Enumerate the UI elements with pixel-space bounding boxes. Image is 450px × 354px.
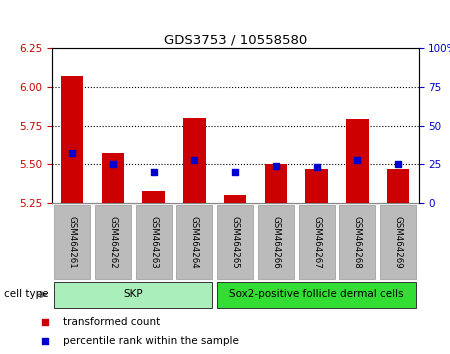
Bar bbox=[346, 119, 369, 203]
Bar bbox=[136, 205, 171, 279]
Bar bbox=[380, 205, 416, 279]
Bar bbox=[387, 169, 410, 203]
Text: GSM464266: GSM464266 bbox=[271, 216, 280, 268]
Text: GSM464269: GSM464269 bbox=[394, 216, 403, 268]
Point bbox=[68, 150, 76, 156]
Bar bbox=[176, 205, 212, 279]
Point bbox=[272, 163, 279, 169]
Bar bbox=[217, 282, 416, 308]
Text: GSM464263: GSM464263 bbox=[149, 216, 158, 268]
Point bbox=[41, 338, 49, 344]
Point bbox=[191, 157, 198, 162]
Bar bbox=[102, 153, 124, 203]
Text: transformed count: transformed count bbox=[63, 316, 160, 327]
Bar bbox=[54, 282, 212, 308]
Bar bbox=[299, 205, 334, 279]
Bar bbox=[183, 118, 206, 203]
Point bbox=[313, 165, 320, 170]
Point bbox=[41, 319, 49, 324]
Bar bbox=[217, 205, 253, 279]
Point bbox=[354, 157, 361, 162]
Bar bbox=[339, 205, 375, 279]
Bar bbox=[265, 164, 287, 203]
Bar bbox=[95, 205, 131, 279]
Text: Sox2-positive follicle dermal cells: Sox2-positive follicle dermal cells bbox=[230, 290, 404, 299]
Point bbox=[109, 161, 117, 167]
Text: cell type: cell type bbox=[4, 290, 49, 299]
Bar bbox=[306, 169, 328, 203]
Text: GSM464261: GSM464261 bbox=[68, 216, 76, 268]
Text: GSM464262: GSM464262 bbox=[108, 216, 117, 268]
Text: GSM464264: GSM464264 bbox=[190, 216, 199, 268]
Title: GDS3753 / 10558580: GDS3753 / 10558580 bbox=[163, 34, 307, 47]
Point bbox=[150, 169, 157, 175]
Bar bbox=[142, 190, 165, 203]
Text: GSM464268: GSM464268 bbox=[353, 216, 362, 268]
Bar bbox=[54, 205, 90, 279]
Bar bbox=[61, 76, 83, 203]
Text: SKP: SKP bbox=[123, 290, 143, 299]
Bar bbox=[258, 205, 294, 279]
Point bbox=[231, 169, 239, 175]
Text: GSM464265: GSM464265 bbox=[230, 216, 239, 268]
Bar bbox=[224, 195, 246, 203]
Text: percentile rank within the sample: percentile rank within the sample bbox=[63, 336, 239, 347]
Point bbox=[395, 161, 402, 167]
Text: GSM464267: GSM464267 bbox=[312, 216, 321, 268]
